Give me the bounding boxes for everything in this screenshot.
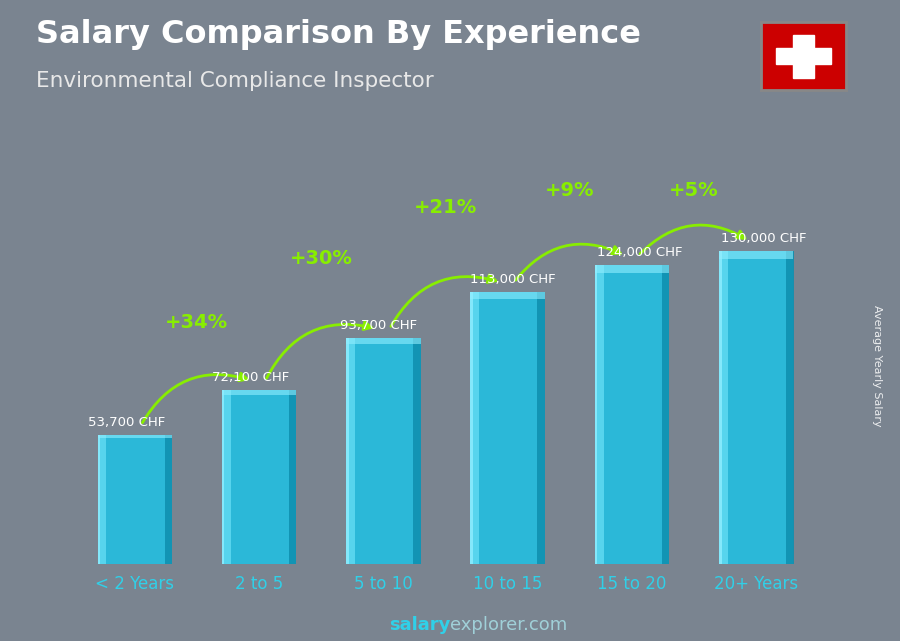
Text: 124,000 CHF: 124,000 CHF bbox=[597, 246, 682, 260]
Bar bbox=[471, 292, 544, 299]
Text: +9%: +9% bbox=[545, 181, 595, 200]
Bar bbox=[719, 251, 794, 259]
Bar bbox=[719, 251, 722, 564]
Bar bbox=[221, 390, 230, 564]
Text: 113,000 CHF: 113,000 CHF bbox=[471, 273, 556, 286]
Text: explorer.com: explorer.com bbox=[450, 616, 567, 634]
Bar bbox=[346, 338, 420, 564]
Text: Average Yearly Salary: Average Yearly Salary bbox=[872, 304, 883, 426]
Bar bbox=[662, 265, 670, 564]
Bar bbox=[471, 292, 544, 564]
Bar bbox=[97, 435, 100, 564]
Bar bbox=[346, 338, 349, 564]
Text: salary: salary bbox=[389, 616, 450, 634]
Bar bbox=[595, 265, 598, 564]
Bar bbox=[595, 265, 604, 564]
Bar bbox=[221, 390, 224, 564]
Bar bbox=[413, 338, 420, 564]
Bar bbox=[786, 251, 794, 564]
Text: +34%: +34% bbox=[166, 313, 229, 333]
Bar bbox=[595, 265, 670, 564]
Bar bbox=[471, 292, 473, 564]
Text: Environmental Compliance Inspector: Environmental Compliance Inspector bbox=[36, 71, 434, 90]
Bar bbox=[346, 338, 355, 564]
Bar bbox=[776, 48, 831, 64]
Bar bbox=[719, 251, 728, 564]
Bar bbox=[595, 265, 670, 273]
Bar bbox=[346, 338, 420, 344]
Bar bbox=[165, 435, 172, 564]
Text: 93,700 CHF: 93,700 CHF bbox=[340, 319, 417, 333]
Bar bbox=[97, 435, 172, 564]
Bar bbox=[471, 292, 480, 564]
Bar bbox=[221, 390, 296, 564]
Bar bbox=[793, 35, 814, 78]
Text: +5%: +5% bbox=[670, 181, 719, 200]
Text: Salary Comparison By Experience: Salary Comparison By Experience bbox=[36, 19, 641, 50]
Text: +30%: +30% bbox=[290, 249, 353, 269]
Bar bbox=[289, 390, 296, 564]
Bar bbox=[537, 292, 544, 564]
Bar bbox=[221, 390, 296, 395]
Bar bbox=[719, 251, 794, 564]
Text: +21%: +21% bbox=[414, 198, 477, 217]
Text: 72,100 CHF: 72,100 CHF bbox=[212, 371, 289, 385]
Text: 130,000 CHF: 130,000 CHF bbox=[722, 232, 807, 245]
Bar bbox=[97, 435, 106, 564]
Bar bbox=[97, 435, 172, 438]
Text: 53,700 CHF: 53,700 CHF bbox=[87, 416, 165, 429]
